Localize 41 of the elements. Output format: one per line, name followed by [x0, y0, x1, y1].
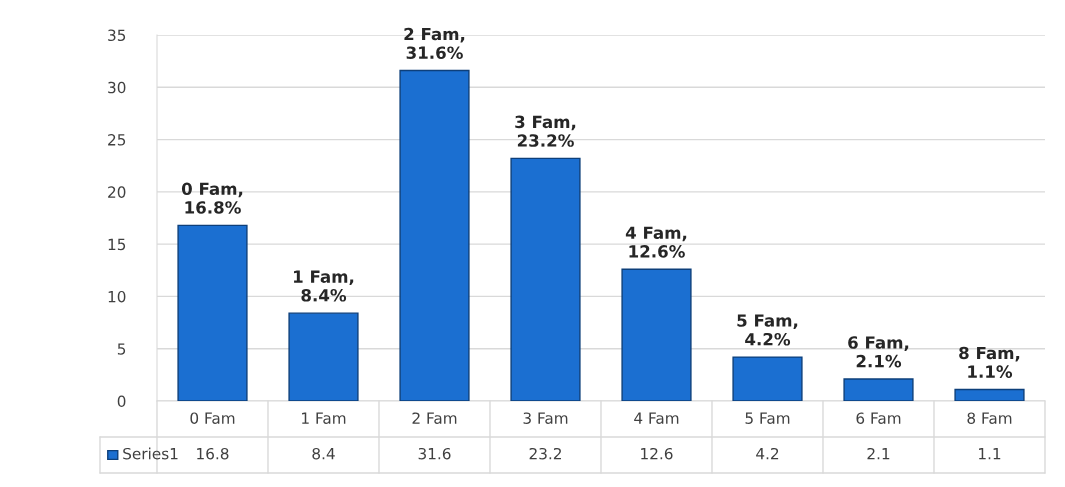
- y-tick-label: 0: [117, 395, 126, 408]
- annotation: 8 Fam, 1.1%: [959, 346, 1020, 378]
- bar: [954, 388, 1025, 401]
- data-label: 2.1: [867, 447, 890, 460]
- x-tick-label: 6 Fam: [856, 412, 901, 424]
- data-label: 4.2: [756, 447, 779, 460]
- bar: [399, 69, 470, 401]
- y-tick-label: 10: [108, 290, 126, 303]
- annotation: 5 Fam, 4.2%: [737, 314, 798, 346]
- data-label: 12.6: [641, 447, 673, 460]
- y-tick-label: 20: [108, 186, 126, 198]
- bar: [621, 268, 692, 401]
- y-tick-label: 25: [108, 134, 126, 146]
- annotation: 3 Fam, 23.2%: [515, 115, 576, 147]
- annotation: 2 Fam, 31.6%: [404, 27, 465, 59]
- bar: [288, 312, 359, 401]
- x-tick-label: 4 Fam: [634, 412, 679, 424]
- y-tick-label: 35: [108, 29, 126, 42]
- legend-label: Series1: [123, 447, 178, 460]
- x-tick-label: 2 Fam: [412, 412, 457, 424]
- annotation: 1 Fam, 8.4%: [294, 270, 354, 302]
- x-tick-label: 1 Fam: [302, 412, 346, 424]
- bar: [510, 157, 581, 401]
- data-label: 31.6: [418, 447, 451, 460]
- x-tick-label: 5 Fam: [745, 412, 790, 424]
- bar: [732, 356, 803, 401]
- bar: [843, 378, 914, 401]
- y-tick-label: 15: [108, 238, 126, 251]
- data-label: 1.1: [979, 448, 1001, 460]
- bar: [177, 224, 248, 401]
- x-tick-label: 0 Fam: [190, 412, 235, 424]
- y-tick-label: 30: [108, 81, 126, 94]
- y-tick-label: 5: [117, 343, 126, 355]
- annotation: 6 Fam, 2.1%: [848, 336, 909, 368]
- annotation: 0 Fam, 16.8%: [181, 182, 243, 214]
- data-label: 8.4: [312, 447, 335, 460]
- x-tick-label: 3 Fam: [523, 412, 568, 424]
- annotation: 4 Fam, 12.6%: [625, 226, 687, 258]
- x-tick-label: 8 Fam: [967, 412, 1012, 424]
- data-label: 23.2: [529, 447, 561, 460]
- data-label: 16.8: [197, 447, 229, 460]
